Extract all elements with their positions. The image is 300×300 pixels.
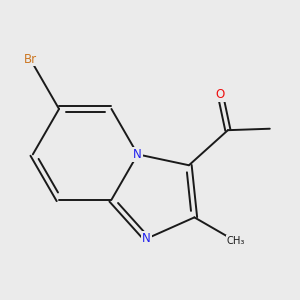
Text: N: N xyxy=(133,148,142,161)
Text: Br: Br xyxy=(24,52,37,65)
Text: CH₃: CH₃ xyxy=(226,236,244,246)
Text: N: N xyxy=(142,232,151,245)
Text: O: O xyxy=(216,88,225,101)
